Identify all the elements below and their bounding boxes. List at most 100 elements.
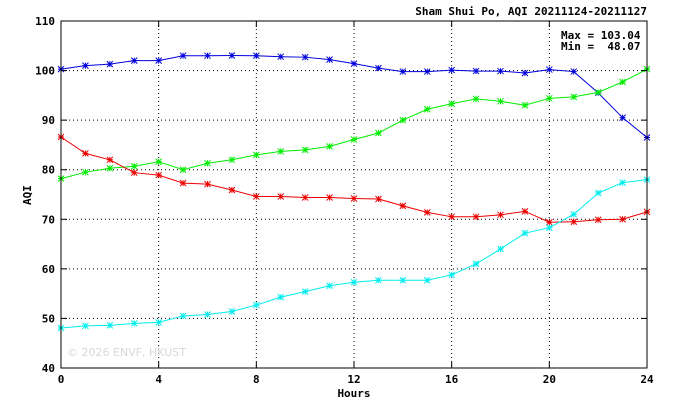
data-point bbox=[497, 67, 504, 75]
data-point bbox=[594, 89, 602, 96]
data-point bbox=[82, 322, 89, 330]
data-point bbox=[277, 293, 285, 301]
data-point bbox=[179, 166, 187, 174]
max-stat: Max = 103.04 bbox=[561, 29, 641, 42]
data-point bbox=[497, 211, 504, 219]
data-point bbox=[570, 68, 578, 75]
data-point bbox=[130, 162, 138, 170]
x-tick-label: 20 bbox=[543, 373, 556, 386]
chart-title: Sham Shui Po, AQI 20211124-20211127 bbox=[415, 5, 647, 18]
data-point bbox=[619, 179, 626, 186]
data-point bbox=[179, 52, 187, 60]
data-point bbox=[155, 171, 163, 179]
y-tick-label: 100 bbox=[35, 65, 55, 78]
data-point bbox=[252, 52, 260, 60]
series-group bbox=[57, 52, 651, 332]
data-point bbox=[472, 67, 480, 75]
data-point bbox=[106, 156, 114, 164]
y-axis-title: AQI bbox=[21, 185, 34, 205]
data-point bbox=[106, 164, 114, 172]
data-point bbox=[521, 208, 529, 215]
data-point bbox=[423, 68, 431, 75]
data-point bbox=[399, 202, 407, 210]
data-point bbox=[472, 213, 480, 221]
x-tick-label: 12 bbox=[347, 373, 360, 386]
data-point bbox=[521, 101, 529, 109]
data-point bbox=[350, 278, 358, 286]
watermark: © 2026 ENVF, HKUST bbox=[67, 346, 186, 359]
min-stat: Min = 48.07 bbox=[561, 40, 640, 53]
data-point bbox=[619, 215, 626, 223]
data-point bbox=[375, 129, 382, 137]
data-point bbox=[326, 282, 333, 290]
data-point bbox=[228, 186, 236, 194]
data-point bbox=[252, 301, 260, 309]
data-point bbox=[399, 116, 407, 124]
data-point bbox=[155, 57, 163, 65]
x-axis-title: Hours bbox=[337, 387, 370, 400]
y-tick-label: 80 bbox=[42, 164, 55, 177]
data-point bbox=[594, 216, 602, 224]
data-point bbox=[277, 53, 285, 61]
data-point bbox=[570, 210, 578, 218]
data-point bbox=[423, 105, 431, 113]
data-point bbox=[228, 308, 236, 315]
data-point bbox=[448, 213, 456, 221]
data-point bbox=[82, 150, 89, 157]
data-point bbox=[179, 312, 187, 320]
series-1 bbox=[57, 52, 651, 141]
y-tick-label: 60 bbox=[42, 263, 55, 276]
data-point bbox=[375, 64, 382, 72]
data-point bbox=[545, 66, 553, 73]
data-point bbox=[301, 53, 309, 61]
data-point bbox=[497, 245, 504, 253]
data-point bbox=[326, 143, 333, 150]
data-point bbox=[326, 56, 333, 64]
data-point bbox=[82, 168, 89, 176]
data-point bbox=[204, 52, 211, 60]
data-point bbox=[228, 52, 236, 59]
data-point bbox=[228, 156, 236, 164]
x-tick-label: 0 bbox=[58, 373, 65, 386]
x-tick-label: 24 bbox=[640, 373, 654, 386]
axis-ticks: 0 4 8 12 16 20 24 40 50 60 70 80 90 100 110 bbox=[35, 15, 654, 386]
data-point bbox=[570, 218, 578, 226]
series-3 bbox=[57, 133, 651, 226]
data-point bbox=[204, 159, 211, 167]
data-point bbox=[252, 193, 260, 200]
data-point bbox=[545, 94, 553, 102]
data-point bbox=[301, 194, 309, 201]
data-point bbox=[301, 288, 309, 296]
x-tick-label: 4 bbox=[155, 373, 162, 386]
y-tick-label: 110 bbox=[35, 15, 55, 28]
data-point bbox=[350, 136, 358, 143]
data-point bbox=[130, 320, 138, 327]
data-point bbox=[252, 151, 260, 159]
data-point bbox=[375, 195, 382, 203]
data-point bbox=[301, 146, 309, 154]
data-point bbox=[350, 195, 358, 202]
data-point bbox=[204, 180, 211, 188]
data-point bbox=[130, 169, 138, 177]
data-point bbox=[106, 322, 114, 329]
series-2 bbox=[57, 65, 651, 182]
data-point bbox=[130, 57, 138, 65]
data-point bbox=[472, 260, 480, 268]
data-point bbox=[423, 276, 431, 284]
y-tick-label: 40 bbox=[42, 362, 55, 375]
data-point bbox=[521, 229, 529, 237]
data-point bbox=[448, 271, 456, 279]
data-point bbox=[106, 60, 114, 68]
data-point bbox=[82, 62, 89, 69]
data-point bbox=[399, 68, 407, 75]
x-tick-label: 16 bbox=[445, 373, 459, 386]
grid-lines bbox=[61, 21, 647, 368]
data-point bbox=[375, 276, 382, 284]
data-point bbox=[448, 66, 456, 74]
data-point bbox=[497, 97, 504, 105]
data-point bbox=[545, 224, 553, 232]
y-tick-label: 50 bbox=[42, 312, 55, 325]
data-point bbox=[423, 208, 431, 216]
data-point bbox=[570, 93, 578, 101]
